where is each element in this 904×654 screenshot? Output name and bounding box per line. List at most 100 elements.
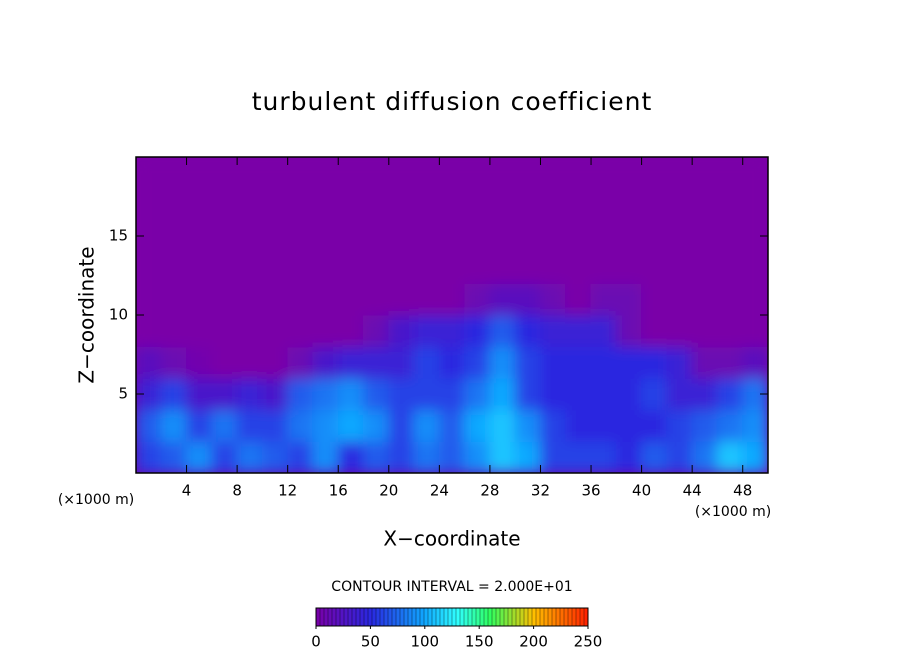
cell xyxy=(211,377,238,411)
colorbar-stripe xyxy=(524,608,529,626)
colorbar-stripe xyxy=(424,608,429,626)
cell xyxy=(337,377,365,411)
colorbar-stripe xyxy=(456,608,461,626)
colorbar-tick-label: 50 xyxy=(361,633,380,651)
cell xyxy=(160,377,188,411)
cell xyxy=(312,282,339,316)
colorbar-stripe xyxy=(552,608,557,626)
cell xyxy=(464,314,491,348)
cell xyxy=(337,188,365,221)
colorbar-stripe xyxy=(372,608,377,626)
cell xyxy=(489,346,516,379)
cell xyxy=(716,346,744,379)
cell xyxy=(136,314,162,348)
colorbar-tick-label: 150 xyxy=(465,633,494,651)
cell xyxy=(261,314,289,348)
cell xyxy=(236,188,263,221)
x-tick-label: 48 xyxy=(733,482,752,500)
colorbar-frame xyxy=(315,607,589,627)
colorbar-stripe xyxy=(580,608,585,626)
colorbar-stripe xyxy=(584,608,589,626)
x-tick-label: 12 xyxy=(278,482,297,500)
cell xyxy=(464,440,491,473)
cell xyxy=(539,157,567,190)
cell xyxy=(363,188,390,221)
cell xyxy=(641,282,668,316)
cell xyxy=(742,440,768,473)
cell xyxy=(565,282,592,316)
colorbar-stripe xyxy=(428,608,433,626)
colorbar-stripe xyxy=(380,608,385,626)
x-tick-label: 20 xyxy=(379,482,398,500)
cell xyxy=(236,377,263,411)
cell xyxy=(186,314,213,348)
cell xyxy=(438,157,466,190)
cell xyxy=(388,219,415,253)
cell xyxy=(287,409,314,442)
colorbar-stripe xyxy=(388,608,393,626)
cell xyxy=(388,188,415,221)
colorbar-stripe xyxy=(316,608,321,626)
colorbar-stripe xyxy=(464,608,469,626)
cell xyxy=(590,282,617,316)
cell xyxy=(186,409,213,442)
x-tick-label: 28 xyxy=(480,482,499,500)
colorbar-stripe xyxy=(404,608,409,626)
cell xyxy=(615,251,643,284)
colorbar-stripe xyxy=(444,608,449,626)
cell xyxy=(312,377,339,411)
cell xyxy=(666,282,693,316)
colorbar-stripe xyxy=(348,608,353,626)
cell xyxy=(615,157,643,190)
cell xyxy=(438,377,466,411)
cell xyxy=(211,346,238,379)
cell xyxy=(666,157,693,190)
cell xyxy=(464,251,491,284)
colorbar-stripe xyxy=(500,608,505,626)
colorbar-stripe xyxy=(560,608,565,626)
cell xyxy=(615,440,643,473)
cell xyxy=(716,282,744,316)
x-tick-label: 44 xyxy=(683,482,702,500)
cell xyxy=(565,314,592,348)
cell xyxy=(590,188,617,221)
colorbar-stripe xyxy=(460,608,465,626)
cell xyxy=(489,314,516,348)
cell xyxy=(489,251,516,284)
cell xyxy=(287,346,314,379)
cell xyxy=(438,219,466,253)
colorbar-stripe xyxy=(576,608,581,626)
cell xyxy=(641,314,668,348)
cell xyxy=(312,157,339,190)
colorbar-stripe xyxy=(396,608,401,626)
cell xyxy=(691,251,718,284)
colorbar-stripe xyxy=(336,608,341,626)
cell xyxy=(438,314,466,348)
cell xyxy=(615,282,643,316)
colorbar-stripe xyxy=(332,608,337,626)
colorbar-tick-label: 200 xyxy=(519,633,548,651)
cell xyxy=(211,282,238,316)
y-tick-label: 5 xyxy=(118,385,128,403)
y-tick-label: 10 xyxy=(109,306,128,324)
cell xyxy=(160,409,188,442)
cell xyxy=(590,409,617,442)
cell xyxy=(438,251,466,284)
cell xyxy=(186,157,213,190)
y-unit: (×1000 m) xyxy=(58,492,134,508)
field-cells xyxy=(136,157,768,473)
cell xyxy=(615,377,643,411)
cell xyxy=(312,219,339,253)
cell xyxy=(742,157,768,190)
cell xyxy=(337,251,365,284)
cell xyxy=(413,346,440,379)
colorbar-stripe xyxy=(356,608,361,626)
cell xyxy=(160,346,188,379)
cell xyxy=(287,219,314,253)
colorbar-stripe xyxy=(548,608,553,626)
cell xyxy=(236,440,263,473)
cell xyxy=(666,346,693,379)
cell xyxy=(615,188,643,221)
cell xyxy=(363,346,390,379)
